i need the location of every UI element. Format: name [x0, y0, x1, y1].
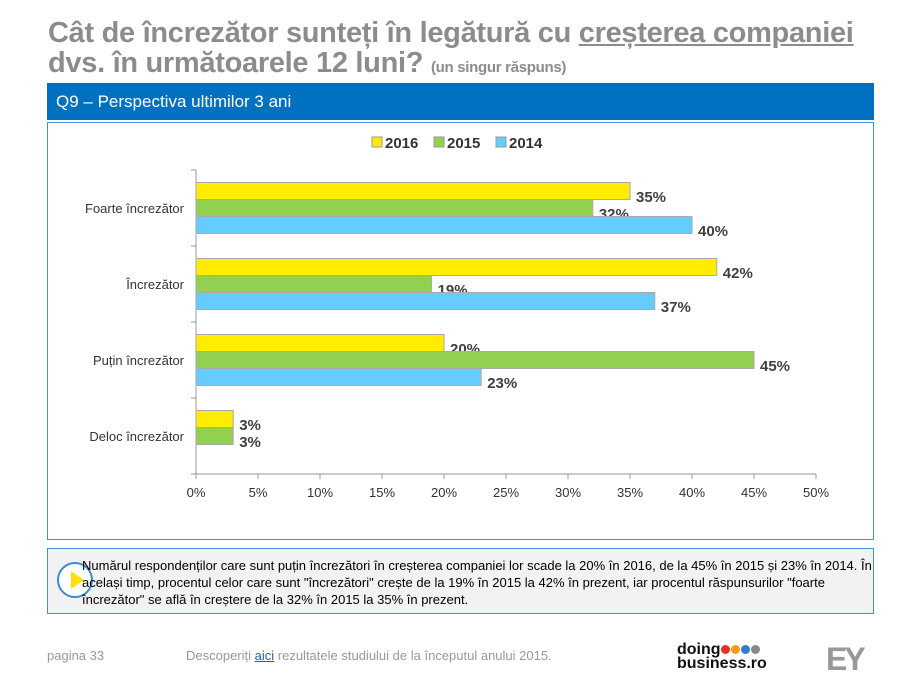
x-tick-label: 15%: [369, 485, 395, 500]
title-text: Cât de încrezător sunteți în legătură cu: [48, 17, 579, 49]
bar-2014: [195, 216, 693, 234]
bar-2015: [195, 199, 594, 217]
legend-label: 2014: [509, 135, 543, 152]
x-tick-label: 25%: [493, 485, 519, 500]
page-title: Cât de încrezător sunteți în legătură cu…: [48, 18, 908, 83]
data-label: 40%: [698, 223, 728, 240]
bar-2015: [195, 275, 433, 293]
data-label: 23%: [487, 375, 517, 392]
chart-frame: [47, 122, 874, 540]
bar-2015: [195, 351, 755, 369]
data-label: 3%: [239, 434, 261, 451]
bar-2014: [195, 368, 482, 386]
x-tick-label: 20%: [431, 485, 457, 500]
x-tick-label: 30%: [555, 485, 581, 500]
x-tick-label: 40%: [679, 485, 705, 500]
legend-label: 2015: [447, 135, 480, 152]
bar-2016: [195, 182, 631, 200]
insight-box: Numărul respondenților care sunt puțin î…: [47, 548, 874, 614]
title-subtitle: (un singur răspuns): [430, 59, 567, 76]
x-tick-label: 0%: [187, 485, 206, 500]
category-label: Foarte încrezător: [85, 201, 185, 216]
legend-swatch-2014: [495, 136, 507, 148]
category-label: Puțin încrezător: [93, 353, 185, 368]
x-tick-label: 10%: [307, 485, 333, 500]
data-label: 42%: [723, 265, 753, 282]
x-tick-label: 50%: [803, 485, 829, 500]
x-tick-label: 5%: [249, 485, 268, 500]
bar-2016: [195, 410, 234, 428]
x-tick-label: 35%: [617, 485, 643, 500]
question-banner: Q9 – Perspectiva ultimilor 3 ani: [47, 83, 874, 120]
data-label: 45%: [760, 358, 790, 375]
data-label: 35%: [636, 189, 666, 206]
footer-link[interactable]: aici: [254, 648, 275, 663]
legend-swatch-2015: [433, 136, 445, 148]
title-line2: dvs. în următoarele 12 luni?: [48, 47, 424, 79]
ey-logo: EY: [826, 641, 866, 677]
data-label: 37%: [661, 299, 691, 316]
category-label: Încrezător: [125, 277, 184, 292]
category-label: Deloc încrezător: [89, 429, 184, 444]
title-underlined: creșterea companiei: [578, 17, 854, 49]
page-number: pagina 33: [47, 648, 105, 663]
footer-post: rezultatele studiului de la începutul an…: [274, 648, 552, 663]
data-label: 3%: [239, 417, 261, 434]
bar-2014: [195, 292, 656, 310]
legend-swatch-2016: [371, 136, 383, 148]
play-arrow-icon: [57, 562, 93, 598]
footer-text: Descoperiți aici rezultatele studiului d…: [186, 648, 552, 663]
doingbusiness-logo: doing business.ro: [677, 641, 767, 673]
x-tick-label: 45%: [741, 485, 767, 500]
insight-text: Numărul respondenților care sunt puțin î…: [82, 558, 872, 607]
bar-2016: [195, 258, 718, 276]
footer-pre: Descoperiți: [186, 648, 255, 663]
bar-2015: [195, 427, 234, 445]
bar-2016: [195, 334, 445, 352]
legend-label: 2016: [385, 135, 418, 152]
